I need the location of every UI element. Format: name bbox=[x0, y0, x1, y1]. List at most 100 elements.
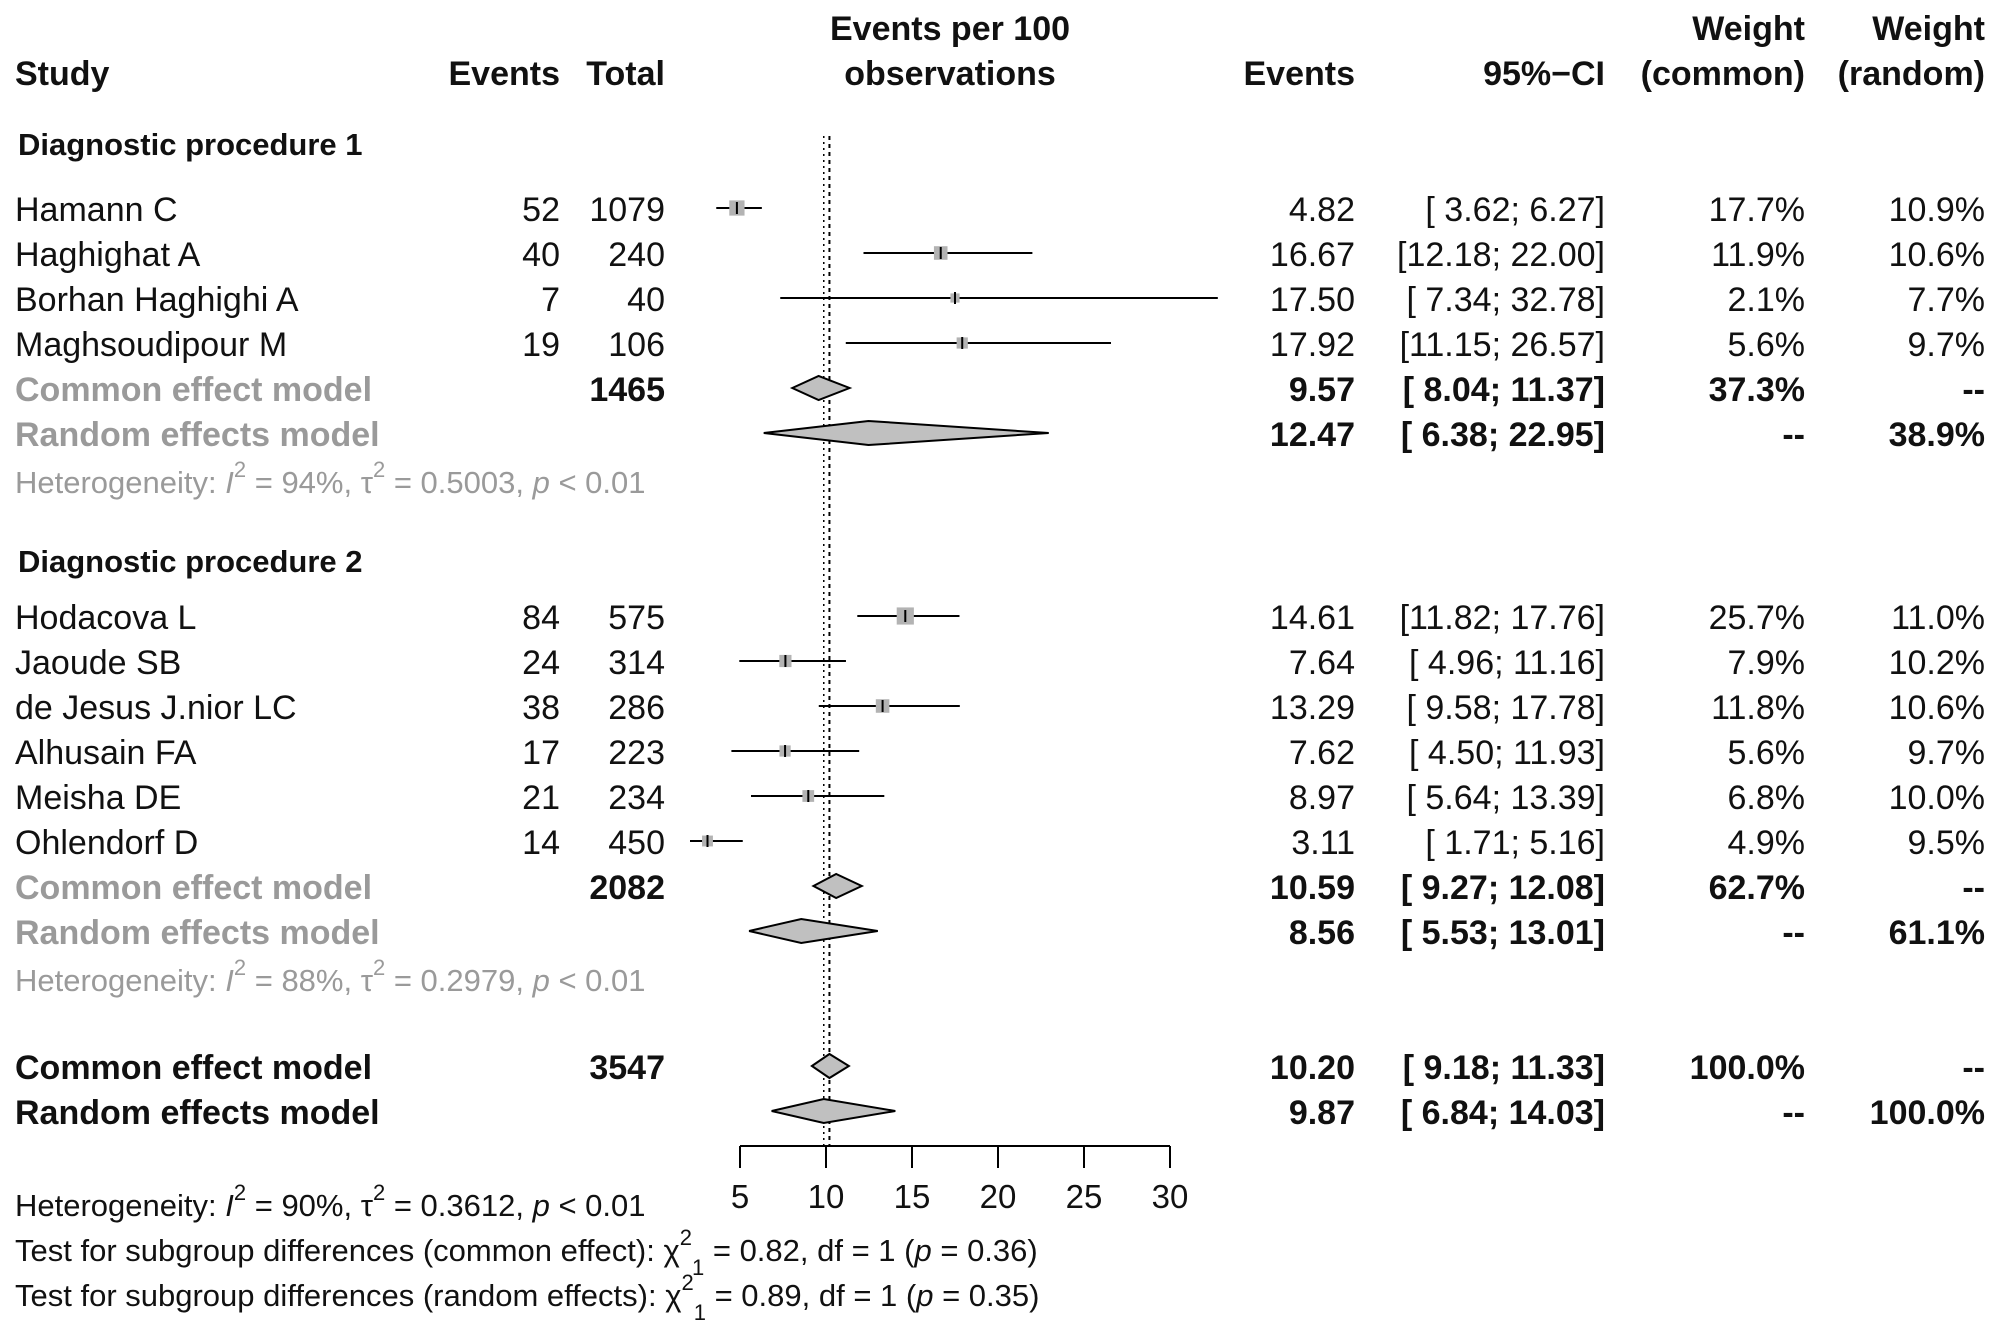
study-ci: [ 7.34; 32.78] bbox=[1406, 281, 1606, 319]
header-plot-line2: observations bbox=[844, 55, 1056, 93]
subgroup-test-random: Test for subgroup differences (random ef… bbox=[15, 1270, 1040, 1325]
study-estimate: 14.61 bbox=[1269, 599, 1355, 637]
study-estimate: 17.50 bbox=[1269, 281, 1355, 319]
study-events: 17 bbox=[522, 734, 560, 772]
study-estimate: 7.62 bbox=[1288, 734, 1355, 772]
header-95ci: 95%−CI bbox=[1483, 55, 1605, 93]
study-weight-random: 10.6% bbox=[1888, 236, 1985, 274]
study-weight-random: 10.6% bbox=[1888, 689, 1985, 727]
study-events: 52 bbox=[522, 191, 560, 229]
study-events: 24 bbox=[522, 644, 560, 682]
study-events: 14 bbox=[522, 824, 560, 862]
study-weight-common: 5.6% bbox=[1727, 734, 1806, 772]
model-label: Common effect model bbox=[15, 869, 373, 907]
study-weight-random: 7.7% bbox=[1907, 281, 1986, 319]
study-estimate: 7.64 bbox=[1288, 644, 1355, 682]
study-events: 7 bbox=[541, 281, 560, 319]
model-estimate: 9.87 bbox=[1288, 1094, 1355, 1132]
study-weight-random: 9.7% bbox=[1907, 734, 1986, 772]
study-weight-common: 4.9% bbox=[1727, 824, 1806, 862]
model-weight-common: -- bbox=[1782, 914, 1805, 952]
model-estimate: 12.47 bbox=[1269, 416, 1355, 454]
model-weight-common: 37.3% bbox=[1708, 371, 1805, 409]
model-label: Random effects model bbox=[15, 416, 380, 454]
study-total: 575 bbox=[608, 599, 665, 637]
model-ci: [ 5.53; 13.01] bbox=[1400, 914, 1605, 952]
model-label: Common effect model bbox=[15, 1049, 373, 1087]
model-weight-random: -- bbox=[1962, 1049, 1985, 1087]
header-weight-random-2: (random) bbox=[1837, 55, 1985, 93]
study-ci: [ 3.62; 6.27] bbox=[1425, 191, 1605, 229]
study-estimate: 8.97 bbox=[1288, 779, 1355, 817]
study-weight-random: 10.9% bbox=[1888, 191, 1985, 229]
model-estimate: 9.57 bbox=[1288, 371, 1355, 409]
model-ci: [ 9.18; 11.33] bbox=[1402, 1049, 1605, 1087]
model-total: 3547 bbox=[589, 1049, 665, 1087]
model-weight-common: 62.7% bbox=[1708, 869, 1805, 907]
header-weight-common-2: (common) bbox=[1640, 55, 1805, 93]
x-axis-tick-label: 10 bbox=[808, 1178, 845, 1215]
study-events: 40 bbox=[522, 236, 560, 274]
model-estimate: 10.20 bbox=[1269, 1049, 1355, 1087]
x-axis-tick-label: 20 bbox=[980, 1178, 1017, 1215]
study-name: de Jesus J.nior LC bbox=[15, 689, 297, 727]
model-estimate: 10.59 bbox=[1269, 869, 1355, 907]
study-total: 240 bbox=[608, 236, 665, 274]
heterogeneity-text: Heterogeneity: I2 = 88%, τ2 = 0.2979, p … bbox=[15, 955, 646, 998]
model-label: Random effects model bbox=[15, 1094, 380, 1132]
group-label: Diagnostic procedure 2 bbox=[18, 544, 363, 579]
x-axis-tick-label: 15 bbox=[894, 1178, 931, 1215]
study-weight-common: 11.9% bbox=[1711, 236, 1805, 274]
model-label: Common effect model bbox=[15, 371, 373, 409]
study-name: Haghighat A bbox=[15, 236, 201, 274]
study-estimate: 13.29 bbox=[1269, 689, 1355, 727]
study-name: Meisha DE bbox=[15, 779, 182, 817]
study-name: Borhan Haghighi A bbox=[15, 281, 299, 319]
study-total: 1079 bbox=[589, 191, 665, 229]
model-label: Random effects model bbox=[15, 914, 380, 952]
model-ci: [ 8.04; 11.37] bbox=[1402, 371, 1605, 409]
study-name: Alhusain FA bbox=[15, 734, 197, 772]
study-events: 21 bbox=[522, 779, 560, 817]
study-weight-random: 9.5% bbox=[1907, 824, 1986, 862]
model-weight-common: -- bbox=[1782, 416, 1805, 454]
header-events-est: Events bbox=[1243, 55, 1356, 93]
study-estimate: 17.92 bbox=[1269, 326, 1355, 364]
study-events: 84 bbox=[522, 599, 560, 637]
model-weight-common: 100.0% bbox=[1689, 1049, 1805, 1087]
model-ci: [ 6.84; 14.03] bbox=[1400, 1094, 1605, 1132]
study-ci: [12.18; 22.00] bbox=[1397, 236, 1605, 274]
study-total: 234 bbox=[608, 779, 665, 817]
study-weight-common: 2.1% bbox=[1727, 281, 1806, 319]
study-events: 38 bbox=[522, 689, 560, 727]
study-estimate: 3.11 bbox=[1291, 824, 1355, 862]
study-total: 314 bbox=[608, 644, 665, 682]
study-weight-random: 11.0% bbox=[1891, 599, 1985, 637]
study-weight-common: 25.7% bbox=[1708, 599, 1805, 637]
study-weight-random: 9.7% bbox=[1907, 326, 1986, 364]
overall-heterogeneity: Heterogeneity: I2 = 90%, τ2 = 0.3612, p … bbox=[15, 1180, 646, 1223]
summary-diamond bbox=[771, 1097, 896, 1125]
study-weight-random: 10.2% bbox=[1888, 644, 1985, 682]
model-weight-random: 38.9% bbox=[1888, 416, 1985, 454]
x-axis-tick-label: 25 bbox=[1066, 1178, 1103, 1215]
study-ci: [ 5.64; 13.39] bbox=[1406, 779, 1606, 817]
study-estimate: 4.82 bbox=[1288, 191, 1355, 229]
study-ci: [ 4.96; 11.16] bbox=[1409, 644, 1605, 682]
summary-diamond bbox=[763, 419, 1049, 447]
study-name: Jaoude SB bbox=[15, 644, 182, 682]
model-estimate: 8.56 bbox=[1288, 914, 1355, 952]
study-ci: [11.15; 26.57] bbox=[1399, 326, 1605, 364]
study-name: Hodacova L bbox=[15, 599, 197, 637]
study-weight-common: 5.6% bbox=[1727, 326, 1806, 364]
model-ci: [ 6.38; 22.95] bbox=[1400, 416, 1605, 454]
header-study: Study bbox=[15, 55, 110, 93]
model-total: 2082 bbox=[589, 869, 665, 907]
model-ci: [ 9.27; 12.08] bbox=[1400, 869, 1605, 907]
study-weight-common: 6.8% bbox=[1727, 779, 1806, 817]
summary-diamond bbox=[789, 374, 853, 402]
study-ci: [11.82; 17.76] bbox=[1399, 599, 1605, 637]
summary-diamond bbox=[748, 917, 878, 945]
study-name: Hamann C bbox=[15, 191, 178, 229]
